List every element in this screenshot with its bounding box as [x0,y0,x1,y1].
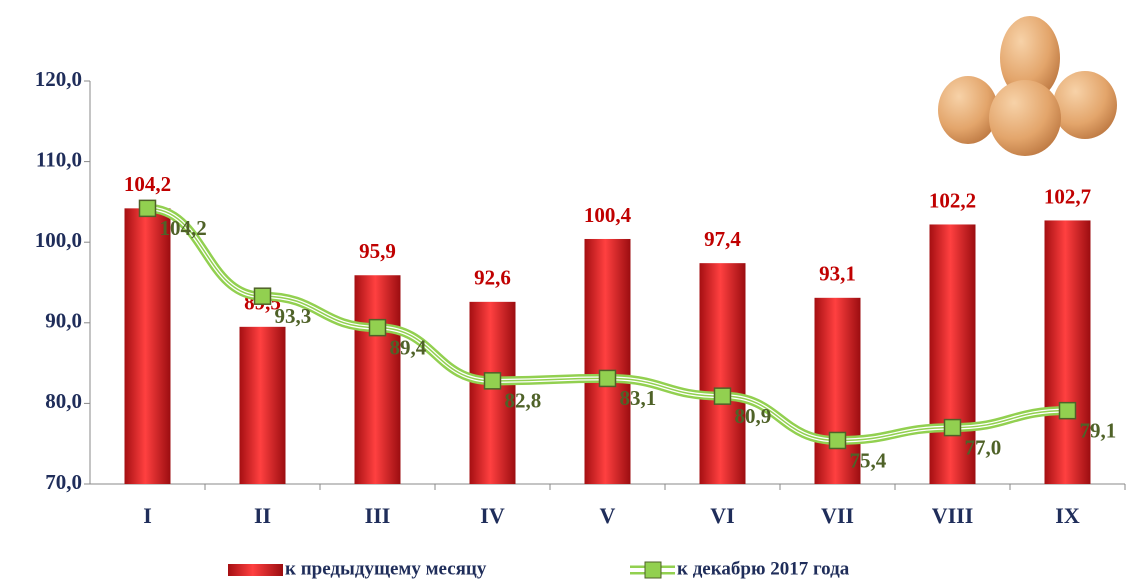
bar-label: 102,7 [1044,184,1091,208]
line-marker [485,373,501,389]
legend-swatch [228,564,283,576]
legend-label: к декабрю 2017 года [677,558,850,579]
bar [700,263,746,484]
x-tick-label: VI [710,503,734,528]
x-tick-label: III [365,503,391,528]
line-label: 77,0 [965,435,1002,459]
line-marker [600,370,616,386]
bar-label: 102,2 [929,188,976,212]
line-label: 82,8 [505,389,542,413]
bar [125,208,171,484]
chart: 70,080,090,0100,0110,0120,0IIIIIIIVVVIVI… [0,0,1137,585]
y-tick-label: 120,0 [35,67,82,91]
line-label: 79,1 [1080,418,1117,442]
line-label: 89,4 [390,335,427,359]
line-marker [255,288,271,304]
line-marker [1060,403,1076,419]
legend-label: к предыдущему месяцу [285,558,487,579]
bar-label: 104,2 [124,172,171,196]
y-tick-label: 80,0 [45,389,82,413]
x-tick-label: I [143,503,152,528]
line-marker [945,420,961,436]
bar [1045,220,1091,484]
bar-label: 100,4 [584,203,632,227]
bar [355,275,401,484]
y-tick-label: 70,0 [45,470,82,494]
line-marker [715,388,731,404]
line-label: 83,1 [620,386,657,410]
bar [240,327,286,484]
bar [585,239,631,484]
y-tick-label: 100,0 [35,228,82,252]
x-tick-label: II [254,503,271,528]
x-tick-label: VII [821,503,854,528]
line-marker [830,432,846,448]
bar-label: 95,9 [359,239,396,263]
line-label: 80,9 [735,404,772,428]
line-marker [140,200,156,216]
bar-label: 93,1 [819,262,856,286]
y-tick-label: 110,0 [36,147,82,171]
line-marker [370,320,386,336]
bar-label: 97,4 [704,227,741,251]
line-label: 75,4 [850,448,887,472]
legend-swatch [645,562,661,578]
x-tick-label: IX [1055,503,1080,528]
bar-label: 92,6 [474,266,511,290]
line-label: 104,2 [160,216,207,240]
x-tick-label: V [600,503,616,528]
y-tick-label: 90,0 [45,309,82,333]
x-tick-label: IV [480,503,505,528]
line-label: 93,3 [275,304,312,328]
eggs-picture [938,16,1117,156]
x-tick-label: VIII [932,503,974,528]
